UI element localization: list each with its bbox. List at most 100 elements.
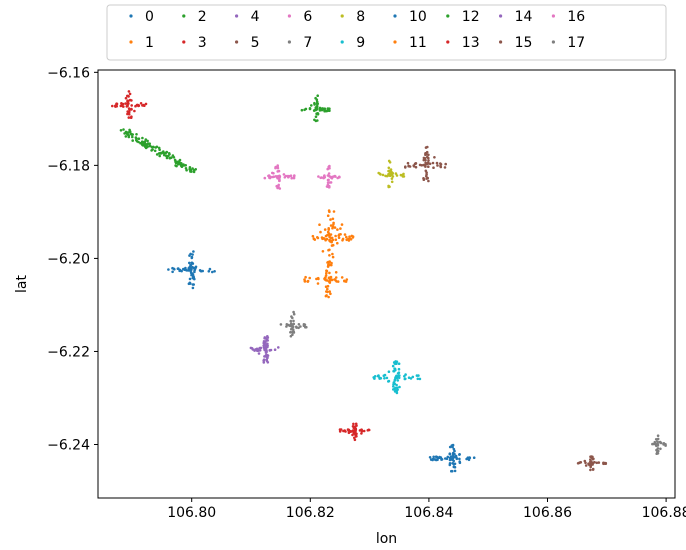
data-point-series-1 <box>324 279 328 282</box>
data-point-series-0 <box>458 457 461 461</box>
data-point-series-5 <box>604 461 608 465</box>
data-point-series-0 <box>190 256 194 260</box>
data-point-series-2 <box>124 130 128 134</box>
data-point-series-7 <box>297 326 300 330</box>
data-point-series-1 <box>343 233 347 236</box>
data-point-series-3 <box>127 90 131 93</box>
data-point-series-6 <box>263 176 267 180</box>
data-point-series-3 <box>130 115 133 118</box>
data-point-series-2 <box>141 136 144 140</box>
data-point-series-3 <box>127 112 131 116</box>
data-point-series-6 <box>329 181 333 184</box>
data-point-series-7 <box>662 442 665 446</box>
data-point-series-5 <box>428 162 432 166</box>
data-point-series-1 <box>332 223 335 226</box>
data-point-series-6 <box>326 183 330 187</box>
data-point-series-3 <box>120 102 123 105</box>
data-point-series-7 <box>285 325 288 328</box>
data-point-series-9 <box>383 377 386 380</box>
data-point-series-1 <box>325 269 328 273</box>
data-point-series-3 <box>130 104 133 107</box>
data-point-series-9 <box>404 373 407 376</box>
data-point-series-2 <box>124 135 128 138</box>
data-point-series-0 <box>450 469 454 473</box>
y-axis-ticks: −6.16 −6.18 −6.20 −6.22 −6.24 <box>47 65 98 454</box>
data-point-series-2 <box>194 168 197 171</box>
data-point-series-1 <box>316 276 320 280</box>
data-point-series-2 <box>119 129 123 132</box>
data-point-series-8 <box>399 173 403 177</box>
legend-label: 13 <box>462 35 480 51</box>
data-point-series-9 <box>393 378 397 382</box>
data-point-series-1 <box>324 285 328 289</box>
data-point-series-2 <box>146 142 150 145</box>
data-point-series-1 <box>334 234 337 238</box>
data-point-series-5 <box>592 461 595 465</box>
data-point-series-2 <box>313 118 316 122</box>
data-point-series-6 <box>276 186 279 190</box>
data-point-series-1 <box>336 241 339 245</box>
data-point-series-4 <box>263 347 266 350</box>
data-point-series-7 <box>656 451 659 454</box>
data-point-series-8 <box>377 171 381 175</box>
legend-label: 6 <box>303 9 312 25</box>
data-point-series-1 <box>334 271 338 274</box>
data-point-series-5 <box>424 165 427 168</box>
data-point-series-8 <box>389 173 392 177</box>
data-point-series-5 <box>422 178 426 181</box>
data-point-series-1 <box>336 228 339 231</box>
legend-marker-0 <box>129 14 133 18</box>
data-point-series-2 <box>321 107 325 110</box>
data-point-series-2 <box>146 139 149 143</box>
data-point-series-2 <box>130 133 134 136</box>
data-point-series-5 <box>589 463 593 467</box>
data-point-series-1 <box>325 290 328 293</box>
data-point-series-3 <box>339 428 343 431</box>
data-point-series-1 <box>330 278 334 282</box>
data-point-series-1 <box>339 227 342 230</box>
data-point-series-0 <box>452 456 455 459</box>
data-point-series-2 <box>184 164 187 167</box>
data-point-series-5 <box>591 468 595 471</box>
data-point-series-0 <box>438 455 441 459</box>
data-point-series-1 <box>304 275 307 279</box>
data-point-series-4 <box>266 335 269 338</box>
data-point-series-3 <box>126 94 129 98</box>
data-point-series-6 <box>286 174 290 178</box>
data-point-series-5 <box>602 461 605 465</box>
data-point-series-3 <box>124 102 127 105</box>
data-point-series-9 <box>416 377 420 381</box>
data-point-series-2 <box>135 137 138 140</box>
legend-label: 14 <box>515 9 533 25</box>
data-point-series-5 <box>590 455 593 458</box>
data-point-series-2 <box>315 100 319 104</box>
data-point-series-8 <box>387 166 391 170</box>
data-point-series-0 <box>211 270 214 274</box>
data-point-series-4 <box>257 352 261 355</box>
data-point-series-1 <box>326 287 329 291</box>
data-point-series-7 <box>297 323 301 326</box>
data-point-series-7 <box>292 322 296 326</box>
data-point-series-0 <box>454 455 457 459</box>
data-point-series-3 <box>111 104 114 108</box>
data-point-series-9 <box>392 361 396 364</box>
data-point-series-8 <box>390 180 394 184</box>
data-point-series-6 <box>282 173 286 176</box>
data-point-series-1 <box>331 225 335 228</box>
data-point-series-2 <box>316 94 320 97</box>
data-point-series-5 <box>427 156 430 160</box>
data-point-series-1 <box>311 234 315 238</box>
data-point-series-0 <box>199 269 202 273</box>
data-point-series-2 <box>141 143 144 147</box>
data-point-series-1 <box>329 292 332 296</box>
data-point-series-1 <box>322 237 325 240</box>
data-point-series-6 <box>278 175 282 179</box>
data-point-series-5 <box>425 174 428 178</box>
legend-marker-10 <box>393 14 397 18</box>
data-point-series-5 <box>404 166 407 169</box>
data-point-series-0 <box>188 277 192 281</box>
legend-label: 1 <box>145 35 154 51</box>
data-point-series-4 <box>264 340 267 344</box>
data-point-series-5 <box>589 468 592 472</box>
data-point-series-0 <box>193 270 196 274</box>
